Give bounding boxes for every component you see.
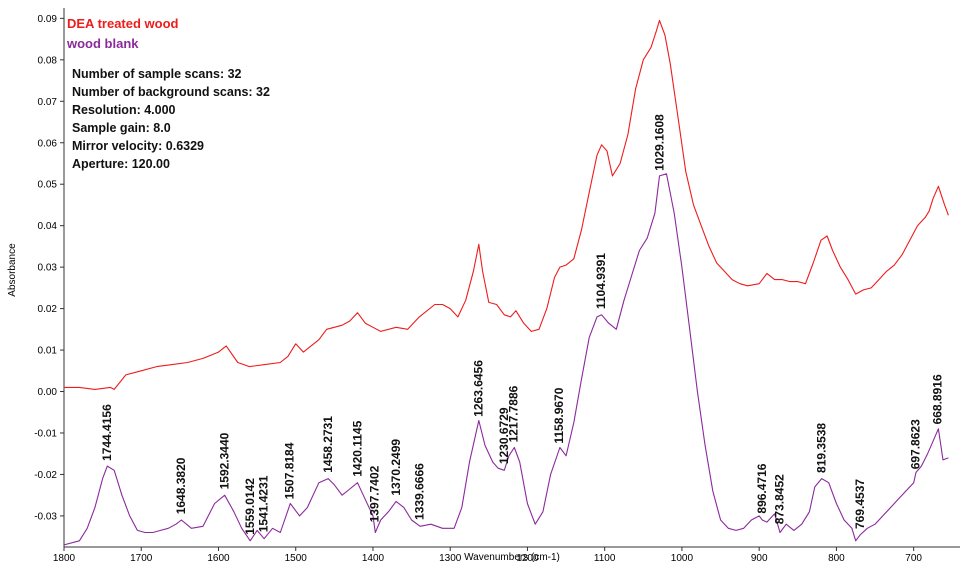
peak-label: 873.8452 [772, 474, 786, 524]
y-tick-label: 0.02 [38, 304, 58, 315]
x-tick-label: 1600 [207, 553, 230, 562]
x-tick-label: 1400 [362, 553, 385, 562]
legend: DEA treated wood wood blank [66, 16, 179, 51]
peak-label: 1541.4231 [257, 475, 271, 532]
x-tick-label: 1000 [671, 553, 694, 562]
x-tick-label: 700 [905, 553, 922, 562]
x-tick-label: 1300 [439, 553, 462, 562]
y-tick-label: 0.04 [38, 221, 58, 232]
y-tick-label: 0.08 [38, 55, 58, 66]
info-aperture: Aperture: 120.00 [72, 157, 170, 171]
peak-label: 1507.8184 [283, 442, 297, 499]
peak-label: 1339.6666 [413, 463, 427, 520]
legend-item-wood-blank: wood blank [66, 36, 139, 51]
y-axis-title: Absorbance [7, 243, 18, 297]
x-axis-ticks: 1800 1700 1600 1500 1400 1300 1200 1100 1000 900 8… [53, 547, 922, 562]
y-tick-label: 0.00 [38, 387, 58, 398]
x-tick-label: 1800 [53, 553, 76, 562]
y-tick-label: 0.09 [38, 14, 58, 25]
y-tick-label: 0.07 [38, 97, 58, 108]
y-tick-label: 0.03 [38, 263, 58, 274]
series-line-wood-blank [63, 173, 949, 546]
y-tick-label: 0.05 [38, 180, 58, 191]
peak-label: 1217.7886 [507, 385, 521, 442]
y-tick-label: -0.02 [34, 470, 57, 481]
y-tick-label: -0.01 [34, 428, 57, 439]
peak-label: 697.8623 [908, 419, 922, 469]
series-line-dea-treated-wood [64, 19, 949, 390]
peak-label: 1458.2731 [321, 416, 335, 473]
legend-item-dea-treated-wood: DEA treated wood [67, 16, 179, 31]
y-axis-ticks: -0.03 -0.02 -0.01 0.00 0.01 0.02 0.03 0.04 0.05 0… [34, 14, 64, 522]
peak-label: 1420.1145 [350, 420, 364, 476]
peak-label: 1648.3820 [174, 457, 188, 514]
y-tick-label: -0.03 [34, 511, 57, 522]
info-mirror-velocity: Mirror velocity: 0.6329 [72, 139, 204, 153]
peak-label: 819.3538 [815, 423, 829, 473]
peak-label: 1029.1608 [652, 114, 666, 171]
y-tick-label: 0.06 [38, 138, 58, 149]
x-tick-label: 1100 [594, 553, 616, 562]
peak-label: 668.8916 [931, 374, 945, 424]
peak-label: 1263.6456 [471, 360, 485, 417]
peak-label: 1230.6729 [497, 407, 511, 464]
peak-label: 769.4537 [853, 479, 867, 529]
peak-label: 1158.9670 [552, 387, 566, 443]
y-tick-label: 0.01 [38, 346, 58, 357]
x-axis-title: Wavenumbers (cm-1) [464, 552, 560, 562]
peak-label: 1104.9391 [594, 253, 608, 309]
peak-label: 896.4716 [755, 463, 769, 513]
info-resolution: Resolution: 4.000 [72, 103, 176, 117]
info-background-scans: Number of background scans: 32 [72, 85, 270, 99]
peak-labels: 1744.4156 1648.3820 1592.3440 1559.0142 1541… [100, 114, 945, 535]
peak-label: 1744.4156 [100, 404, 114, 461]
peak-label: 1397.7402 [368, 465, 382, 522]
x-tick-label: 900 [751, 553, 768, 562]
peak-label: 1592.3440 [217, 432, 231, 489]
peak-label: 1559.0142 [243, 478, 257, 535]
series-layer [63, 19, 949, 546]
x-tick-label: 1700 [130, 553, 153, 562]
info-sample-scans: Number of sample scans: 32 [72, 67, 242, 81]
scan-info: Number of sample scans: 32 Number of bac… [72, 67, 270, 171]
peak-label: 1370.2499 [389, 439, 403, 496]
info-sample-gain: Sample gain: 8.0 [72, 121, 171, 135]
x-tick-label: 1200 [516, 553, 539, 562]
x-tick-label: 800 [828, 553, 845, 562]
x-tick-label: 1500 [285, 553, 308, 562]
